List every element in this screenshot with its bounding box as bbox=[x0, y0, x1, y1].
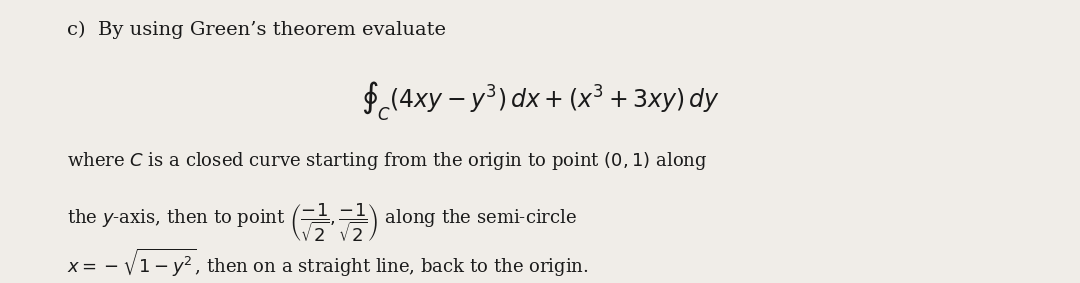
Text: where $C$ is a closed curve starting from the origin to point $(0, 1)$ along: where $C$ is a closed curve starting fro… bbox=[67, 150, 707, 172]
Text: $x = -\sqrt{1 - y^2}$, then on a straight line, back to the origin.: $x = -\sqrt{1 - y^2}$, then on a straigh… bbox=[67, 246, 589, 279]
Text: $\oint_{C} (4xy - y^3)\, dx + (x^3 + 3xy)\, dy$: $\oint_{C} (4xy - y^3)\, dx + (x^3 + 3xy… bbox=[361, 79, 719, 123]
Text: c)  By using Green’s theorem evaluate: c) By using Green’s theorem evaluate bbox=[67, 21, 446, 39]
Text: the $y$-axis, then to point $\left(\dfrac{-1}{\sqrt{2}}, \dfrac{-1}{\sqrt{2}}\ri: the $y$-axis, then to point $\left(\dfra… bbox=[67, 201, 578, 244]
